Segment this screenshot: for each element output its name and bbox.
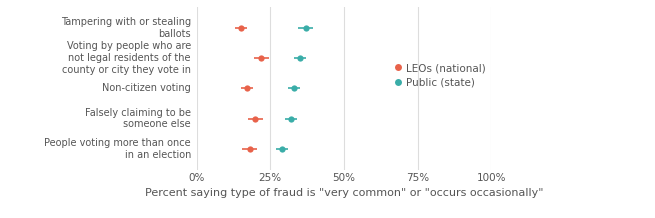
Legend: LEOs (national), Public (state): LEOs (national), Public (state) xyxy=(396,63,486,87)
X-axis label: Percent saying type of fraud is "very common" or "occurs occasionally": Percent saying type of fraud is "very co… xyxy=(145,188,543,198)
